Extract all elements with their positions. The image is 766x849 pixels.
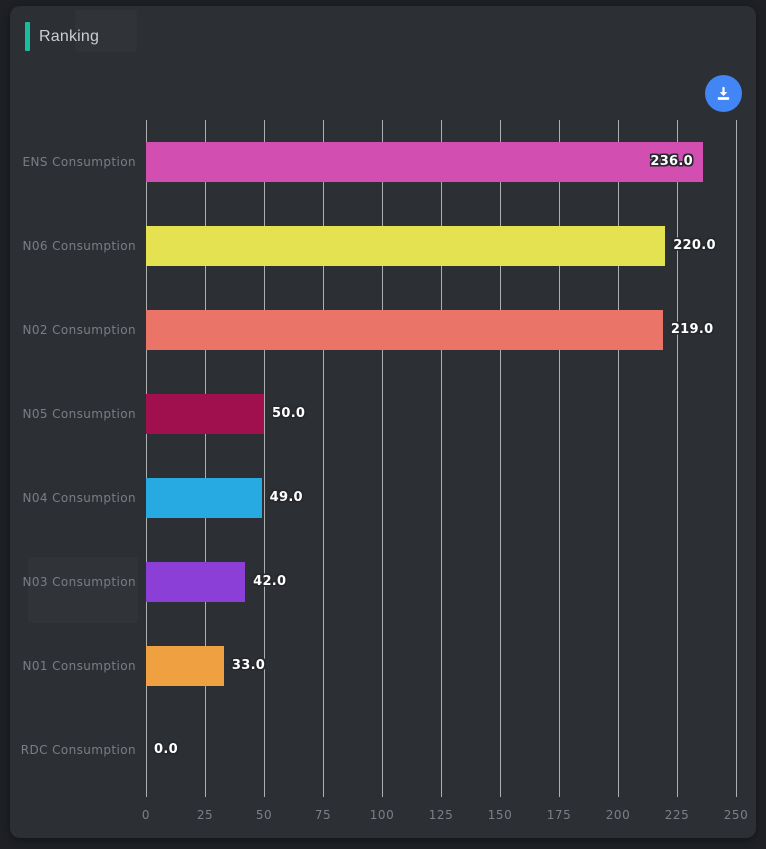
accent-bar xyxy=(25,22,30,51)
category-label-n03-consumption: N03 Consumption xyxy=(22,575,136,589)
gridline-x-175 xyxy=(559,120,560,797)
download-icon xyxy=(717,87,730,100)
x-tick-label-0: 0 xyxy=(141,808,151,822)
value-label-rdc-consumption: 0.0 xyxy=(154,742,178,757)
bar-n06-consumption[interactable] xyxy=(146,226,666,266)
category-label-ens-consumption: ENS Consumption xyxy=(22,155,136,169)
gridline-x-75 xyxy=(323,120,324,797)
value-label-n05-consumption: 50.0 xyxy=(272,406,306,421)
x-tick-label-125: 125 xyxy=(428,808,454,822)
category-label-n06-consumption: N06 Consumption xyxy=(22,239,136,253)
gridline-x-250 xyxy=(736,120,737,797)
x-tick-label-50: 50 xyxy=(255,808,273,822)
plot-area: 0 25 50 75 100 125 150 175 200 225 250 236.0 220.0 21… xyxy=(142,120,748,822)
category-label-n02-consumption: N02 Consumption xyxy=(22,323,136,337)
x-tick-label-250: 250 xyxy=(723,808,749,822)
value-label-n02-consumption: 219.0 xyxy=(670,322,714,337)
gridline-x-225 xyxy=(677,120,678,797)
category-label-n05-consumption: N05 Consumption xyxy=(22,407,136,421)
download-button[interactable] xyxy=(705,75,742,112)
ranking-panel: Ranking ENS Consumption N06 Consumption N0… xyxy=(10,6,756,838)
category-label-n04-consumption: N04 Consumption xyxy=(22,491,136,505)
bar-ens-consumption[interactable] xyxy=(146,142,703,182)
x-tick-label-200: 200 xyxy=(605,808,631,822)
category-label-n01-consumption: N01 Consumption xyxy=(22,659,136,673)
bar-n05-consumption[interactable] xyxy=(146,394,264,434)
bar-n01-consumption[interactable] xyxy=(146,646,224,686)
gridline-x-50 xyxy=(264,120,265,797)
bar-n04-consumption[interactable] xyxy=(146,478,262,518)
value-label-n06-consumption: 220.0 xyxy=(673,238,716,253)
gridline-x-125 xyxy=(441,120,442,797)
value-label-n04-consumption: 49.0 xyxy=(269,490,303,505)
gridline-x-0 xyxy=(146,120,147,797)
value-label-ens-consumption: 236.0 xyxy=(650,154,693,169)
x-tick-label-225: 225 xyxy=(664,808,690,822)
x-tick-label-100: 100 xyxy=(369,808,395,822)
gridline-x-25 xyxy=(205,120,206,797)
x-tick-label-75: 75 xyxy=(314,808,332,822)
x-tick-label-150: 150 xyxy=(487,808,513,822)
panel-title: Ranking xyxy=(39,27,100,45)
bar-chart: ENS Consumption N06 Consumption N02 Consum… xyxy=(10,6,756,838)
gridline-x-100 xyxy=(382,120,383,797)
category-label-rdc-consumption: RDC Consumption xyxy=(20,743,136,757)
x-tick-label-175: 175 xyxy=(546,808,572,822)
gridline-x-200 xyxy=(618,120,619,797)
gridline-x-150 xyxy=(500,120,501,797)
value-label-n01-consumption: 33.0 xyxy=(231,658,266,673)
x-tick-label-25: 25 xyxy=(196,808,214,822)
panel-header: Ranking xyxy=(25,22,99,51)
bar-n02-consumption[interactable] xyxy=(146,310,663,350)
bar-n03-consumption[interactable] xyxy=(146,562,246,602)
value-label-n03-consumption: 42.0 xyxy=(253,574,287,589)
